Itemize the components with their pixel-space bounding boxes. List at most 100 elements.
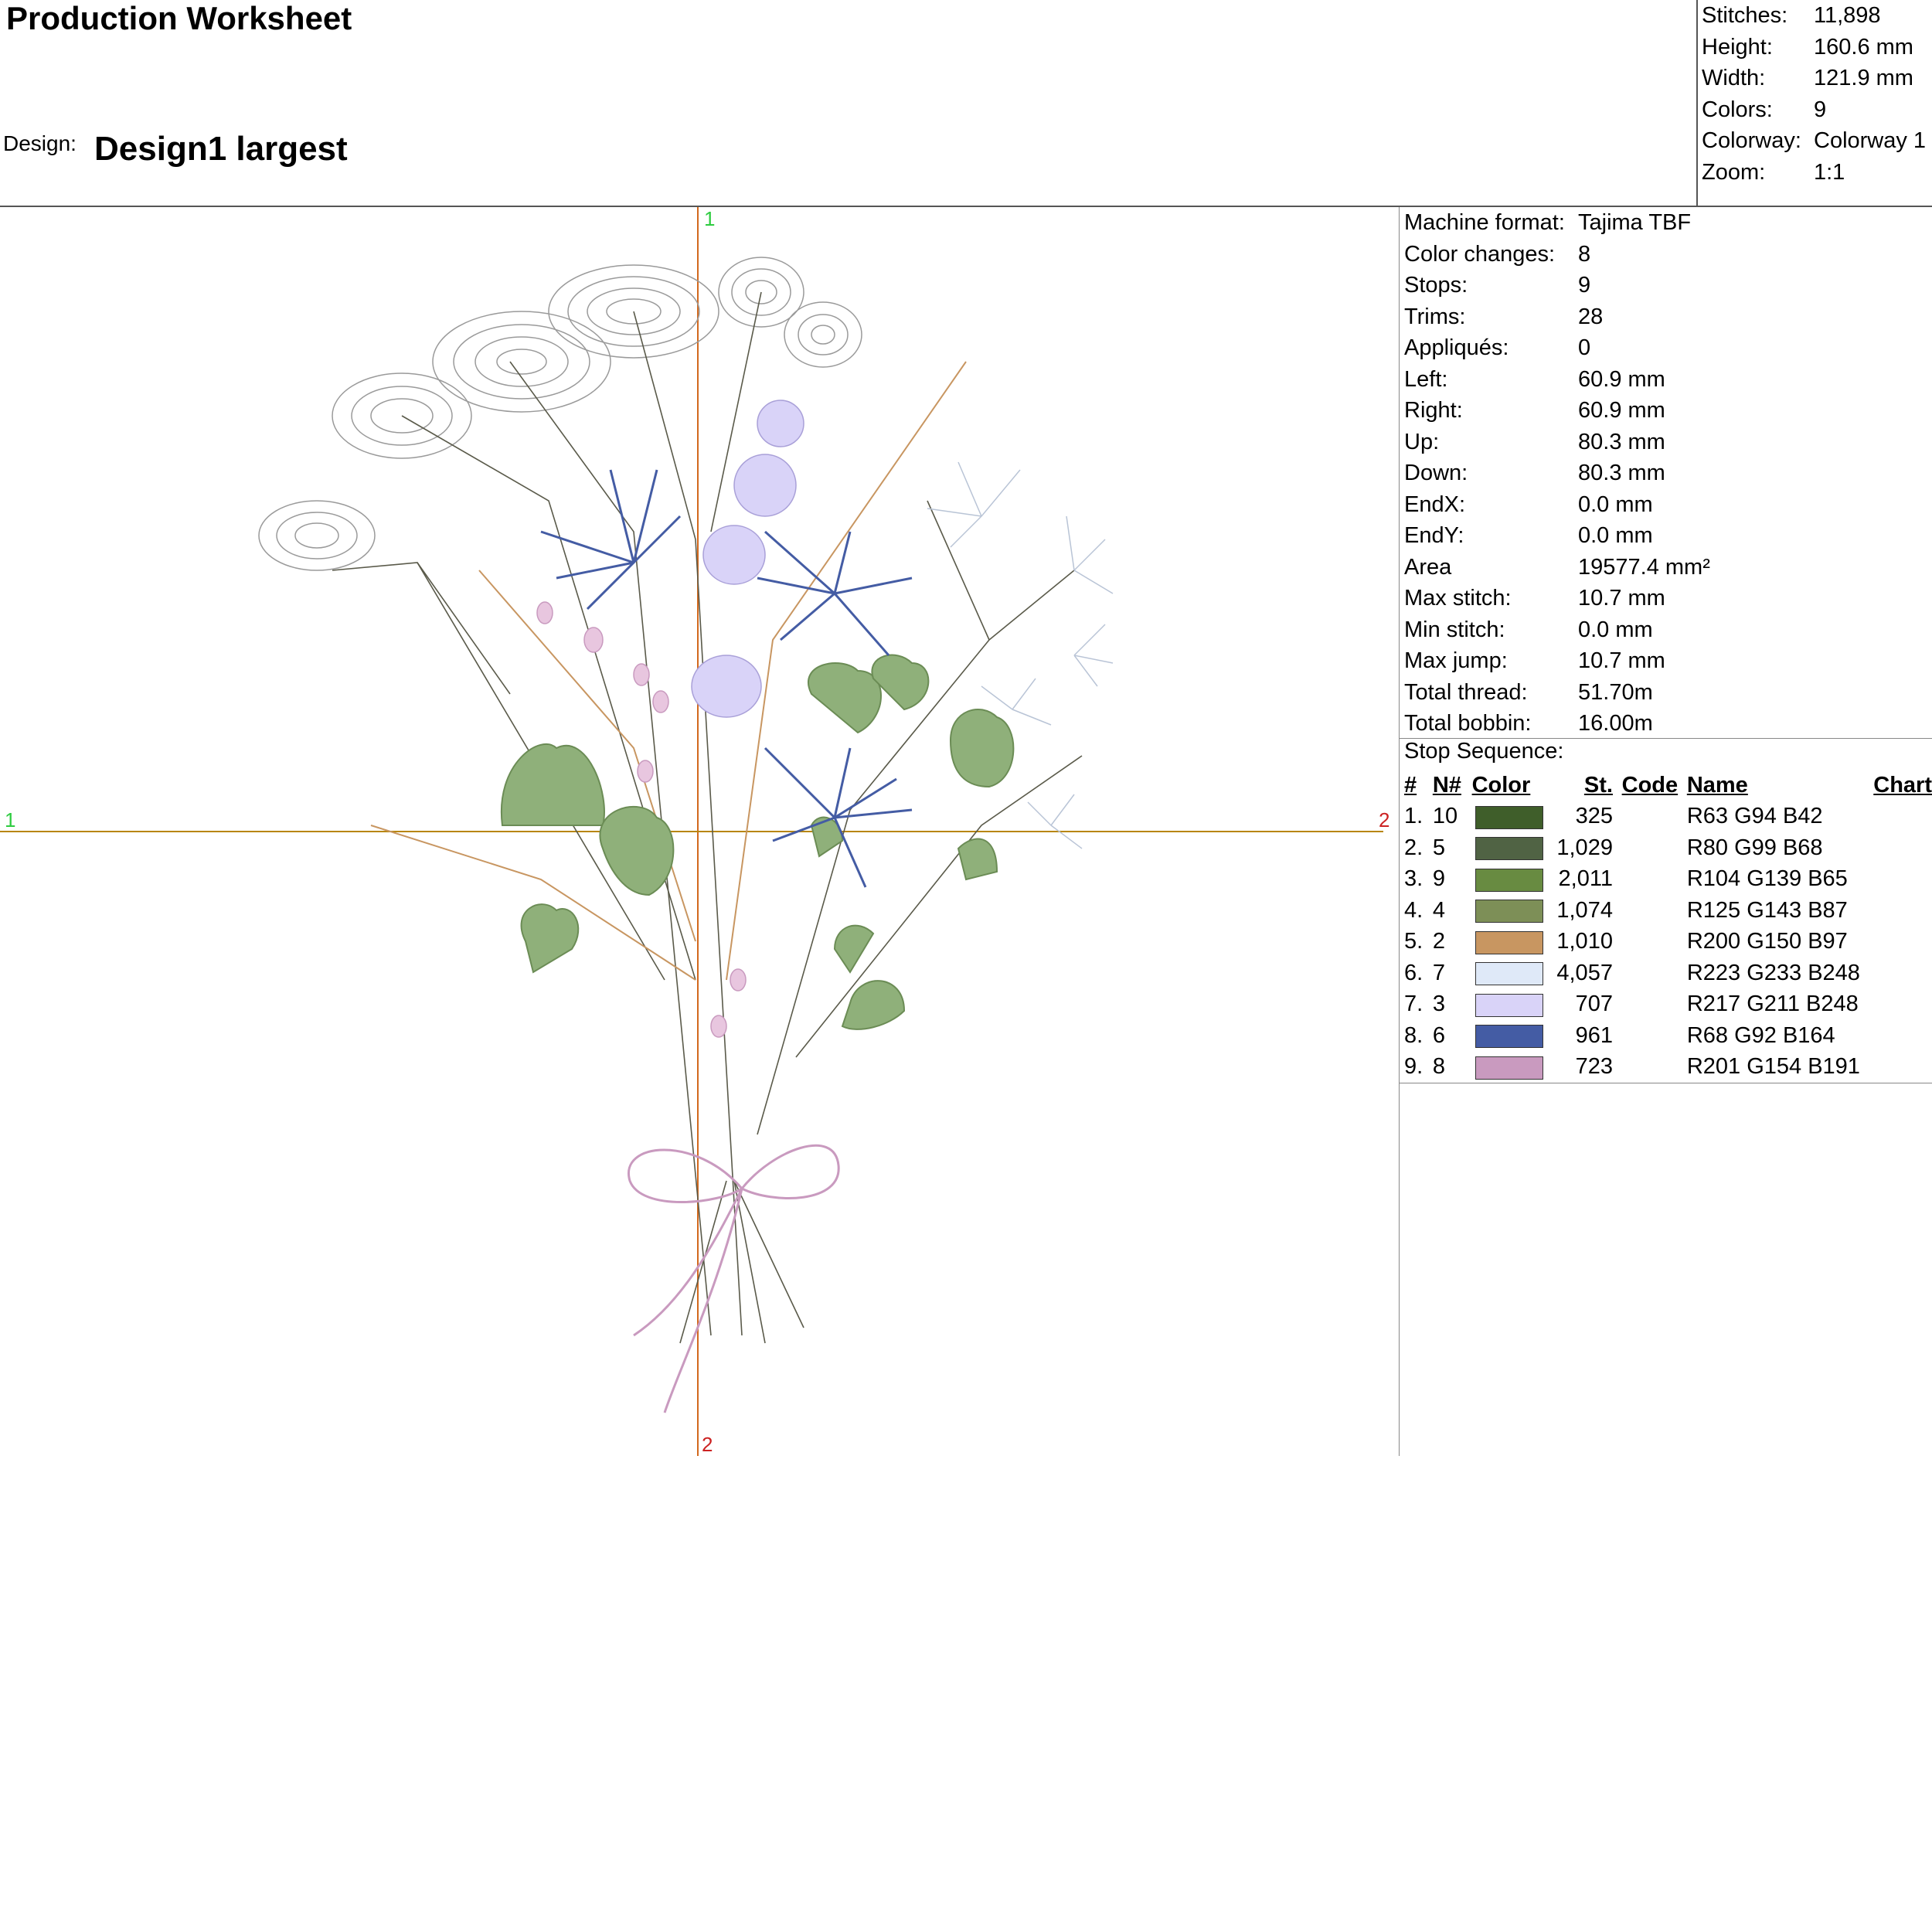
spec-row: Min stitch: 0.0 mm [1404, 614, 1710, 646]
axis-marker-bottom: 2 [702, 1433, 713, 1456]
color-cell [1472, 895, 1549, 927]
thread-code [1613, 832, 1687, 864]
spec-label: EndY: [1404, 523, 1464, 548]
col-header-color: Color [1471, 772, 1531, 798]
col-header-name: Name [1686, 772, 1748, 798]
spec-value: 51.70m [1578, 679, 1653, 705]
color-cell [1472, 864, 1549, 896]
table-row: 6. 7 4,057 R223 G233 B248 [1401, 957, 1932, 989]
spec-row: Trims: 28 [1404, 301, 1710, 333]
chart-cell [1873, 832, 1932, 864]
row-number: 2. [1404, 835, 1423, 860]
cornflowers [540, 469, 913, 888]
stitch-count: 707 [1575, 992, 1613, 1017]
thread-code [1613, 1020, 1687, 1052]
thread-code [1613, 1052, 1687, 1083]
spec-row: Color changes: 8 [1404, 239, 1710, 270]
stat-row: Width: 121.9 mm [1702, 63, 1926, 94]
wheat-stalks [370, 361, 967, 981]
spec-label: Total thread: [1404, 679, 1528, 705]
thread-name: R200 G150 B97 [1686, 929, 1848, 954]
needle-number: 5 [1432, 835, 1445, 860]
spec-label: Down: [1404, 461, 1468, 485]
stitch-count: 961 [1575, 1022, 1613, 1048]
stop-sequence-table: # N# Color St. Code Name Chart 1. 10 325 R6… [1401, 770, 1932, 1083]
color-swatch [1475, 868, 1543, 892]
color-cell [1472, 832, 1549, 864]
thread-name: R104 G139 B65 [1686, 866, 1848, 892]
chart-cell [1873, 864, 1932, 896]
col-header-num: # [1404, 772, 1417, 798]
header-divider [0, 206, 1932, 207]
spec-label: Stops: [1404, 273, 1468, 298]
needle-number: 2 [1432, 929, 1445, 954]
stat-label: Stitches: [1702, 3, 1788, 28]
spec-row: Left: 60.9 mm [1404, 364, 1710, 396]
spec-value: 0.0 mm [1578, 492, 1653, 517]
spec-label: Up: [1404, 429, 1440, 454]
white-flowers [927, 461, 1114, 849]
stat-row: Stitches: 11,898 [1702, 0, 1926, 32]
row-number: 4. [1404, 897, 1423, 923]
stitch-count: 1,029 [1556, 835, 1613, 860]
color-swatch [1475, 900, 1543, 923]
stat-value: 160.6 mm [1814, 34, 1913, 60]
col-header-chart: Chart [1873, 772, 1932, 798]
color-swatch [1475, 1056, 1543, 1080]
spec-value: 80.3 mm [1578, 429, 1665, 454]
spec-label: Max stitch: [1404, 586, 1512, 611]
row-number: 1. [1404, 804, 1423, 829]
needle-number: 6 [1432, 1022, 1445, 1048]
thread-name: R217 G211 B248 [1686, 992, 1859, 1017]
row-number: 9. [1404, 1054, 1423, 1080]
chart-cell [1873, 1052, 1932, 1083]
spec-label: Max jump: [1404, 648, 1508, 673]
page-title: Production Worksheet [6, 0, 352, 36]
stat-label: Colorway: [1702, 128, 1801, 153]
spec-value: 0.0 mm [1578, 617, 1653, 642]
axis-marker-top: 1 [704, 207, 715, 230]
axis-marker-right: 2 [1379, 808, 1389, 832]
needle-number: 4 [1432, 897, 1445, 923]
color-swatch [1475, 1025, 1543, 1049]
row-number: 5. [1404, 929, 1423, 954]
thread-name: R80 G99 B68 [1686, 835, 1823, 860]
color-swatch [1475, 837, 1543, 861]
spec-label: Area [1404, 554, 1452, 580]
spec-row: EndY: 0.0 mm [1404, 520, 1710, 552]
table-row: 2. 5 1,029 R80 G99 B68 [1401, 832, 1932, 864]
lace-flower-heads [258, 257, 862, 571]
chart-cell [1873, 801, 1932, 833]
row-number: 6. [1404, 960, 1423, 985]
stitch-count: 2,011 [1558, 866, 1613, 892]
bellflowers [691, 400, 804, 718]
row-number: 7. [1404, 992, 1423, 1017]
specs-divider [1399, 207, 1400, 1456]
table-row: 9. 8 723 R201 G154 B191 [1401, 1052, 1932, 1083]
spec-value: 28 [1578, 304, 1604, 329]
table-row: 3. 9 2,011 R104 G139 B65 [1401, 864, 1932, 896]
stat-row: Colors: 9 [1702, 94, 1926, 126]
stitch-count: 1,074 [1556, 897, 1613, 923]
table-row: 7. 3 707 R217 G211 B248 [1401, 989, 1932, 1021]
spec-value: 16.00m [1578, 711, 1653, 736]
stat-label: Colors: [1702, 97, 1773, 122]
col-header-stitches: St. [1583, 772, 1613, 798]
axis-marker-left: 1 [5, 808, 15, 832]
spec-row: Stops: 9 [1404, 270, 1710, 301]
spec-value: 8 [1578, 241, 1591, 267]
stat-value: 121.9 mm [1814, 66, 1913, 90]
stat-label: Zoom: [1702, 159, 1766, 185]
leaves [500, 654, 1015, 1030]
row-number: 8. [1404, 1022, 1423, 1048]
spec-value: 0 [1578, 335, 1591, 360]
stitch-count: 4,057 [1556, 960, 1613, 985]
thread-code [1613, 989, 1687, 1021]
pink-buds [536, 601, 747, 1038]
needle-number: 8 [1432, 1054, 1445, 1080]
stop-sequence-label: Stop Sequence: [1404, 739, 1564, 764]
spec-value: 60.9 mm [1578, 366, 1665, 392]
table-row: 5. 2 1,010 R200 G150 B97 [1401, 927, 1932, 958]
thread-name: R125 G143 B87 [1686, 897, 1848, 923]
color-swatch [1475, 930, 1543, 954]
